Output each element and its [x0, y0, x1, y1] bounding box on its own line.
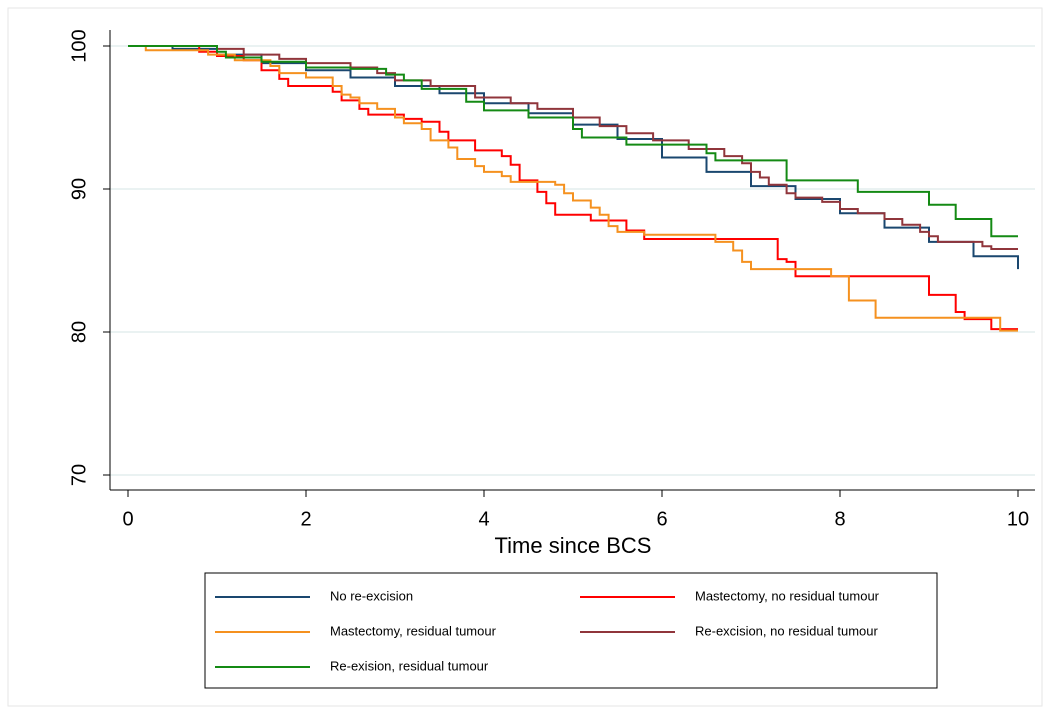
y-tick-label: 100	[68, 29, 90, 62]
x-tick-label: 6	[656, 508, 667, 530]
frame	[7, 7, 1043, 707]
x-axis-title: Time since BCS	[495, 533, 652, 558]
x-tick-label: 4	[478, 508, 489, 530]
legend-label: No re-excision	[330, 588, 413, 603]
survival-line	[128, 45, 1018, 331]
x-tick-label: 8	[834, 508, 845, 530]
legend-label: Re-excision, no residual tumour	[695, 623, 878, 638]
survival-line	[128, 45, 1018, 251]
x-tick-label: 0	[122, 508, 133, 530]
survival-line	[128, 45, 1019, 270]
y-tick-label: 90	[68, 178, 90, 200]
y-tick-label: 70	[68, 464, 90, 486]
survival-line	[128, 45, 1018, 332]
legend-label: Mastectomy, no residual tumour	[695, 588, 880, 603]
y-tick-label: 80	[68, 321, 90, 343]
x-tick-label: 10	[1007, 508, 1029, 530]
legend	[204, 572, 938, 689]
legend-label: Re-exision, residual tumour	[330, 658, 489, 673]
legend-label: Mastectomy, residual tumour	[330, 623, 497, 638]
x-tick-label: 2	[300, 508, 311, 530]
survival-line	[128, 45, 1018, 238]
